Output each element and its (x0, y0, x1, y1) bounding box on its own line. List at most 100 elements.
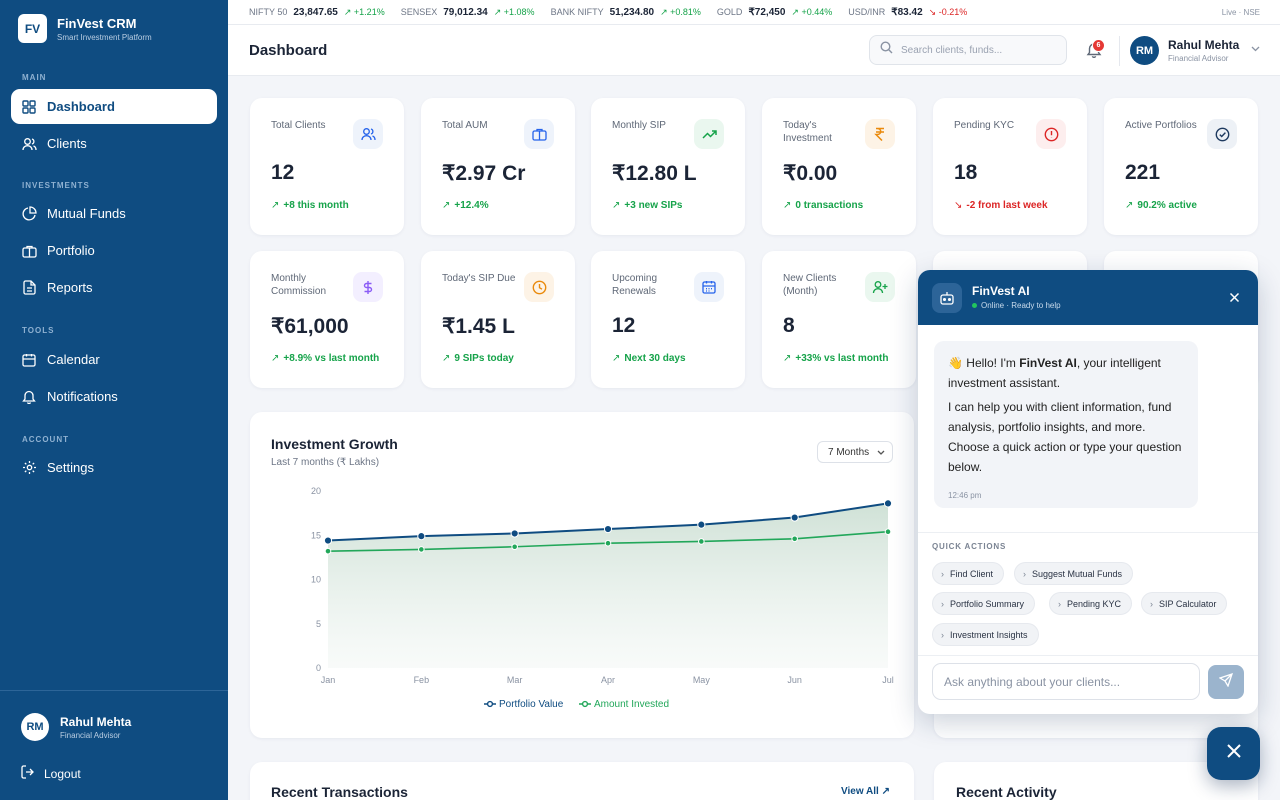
close-icon (1226, 743, 1242, 764)
online-dot-icon (972, 303, 977, 308)
logout-button[interactable]: Logout (21, 765, 81, 782)
stat-card[interactable]: Upcoming Renewals 12 ↗ Next 30 days (591, 251, 745, 388)
data-point (884, 528, 892, 536)
trending-up-icon (694, 119, 724, 149)
recent-activity-card: Recent Activity (934, 762, 1258, 800)
quick-action-suggest-mutual-funds[interactable]: › Suggest Mutual Funds (1014, 562, 1134, 585)
stat-label: Today's SIP Due (442, 273, 516, 284)
sidebar-item-label: Calendar (47, 352, 100, 367)
stat-card[interactable]: Pending KYC 18 ↘ -2 from last week (933, 98, 1087, 235)
robot-icon (932, 283, 962, 313)
x-tick-label: Jan (321, 675, 336, 685)
quick-action-portfolio-summary[interactable]: › Portfolio Summary (932, 592, 1036, 615)
ticker-value: 79,012.34 (443, 6, 488, 18)
data-point (324, 547, 332, 555)
ticker-change: ↗ +1.21% (343, 6, 385, 17)
stat-card[interactable]: New Clients (Month) 8 ↗ +33% vs last month (762, 251, 916, 388)
send-button[interactable] (1208, 665, 1244, 699)
stat-trend: ↗ +12.4% (442, 200, 489, 211)
page-title: Dashboard (249, 42, 328, 59)
ai-title: FinVest AI (972, 284, 1030, 298)
quick-action-sip-calculator[interactable]: › SIP Calculator (1141, 592, 1228, 615)
data-point (510, 529, 519, 538)
sidebar-user-name: Rahul Mehta (60, 714, 132, 729)
sidebar-user[interactable]: RM Rahul Mehta Financial Advisor (21, 713, 131, 741)
stat-card[interactable]: Total Clients 12 ↗ +8 this month (250, 98, 404, 235)
nav-section-investments: INVESTMENTS (22, 181, 90, 190)
stat-card[interactable]: Monthly Commission ₹61,000 ↗ +8.9% vs last … (250, 251, 404, 388)
stat-trend: ↗ +8 this month (271, 200, 349, 211)
users-icon (21, 136, 37, 152)
range-select[interactable]: 7 Months (817, 441, 893, 463)
data-point (511, 543, 518, 551)
sidebar-item-portfolio[interactable]: Portfolio (11, 233, 217, 268)
close-icon[interactable] (1229, 290, 1240, 308)
header-user-menu[interactable]: RM Rahul Mehta Financial Advisor (1130, 36, 1260, 65)
data-point (604, 539, 612, 547)
legend-label: Portfolio Value (499, 699, 564, 710)
legend-marker (486, 700, 494, 708)
data-point (697, 520, 706, 529)
recent-transactions-title: Recent Transactions (271, 784, 408, 800)
stat-label: Upcoming Renewals (612, 273, 658, 297)
stat-card[interactable]: Active Portfolios 221 ↗ 90.2% active (1104, 98, 1258, 235)
ticker-change: ↗ +0.44% (791, 6, 833, 17)
divider (918, 532, 1258, 533)
brand[interactable]: FV FinVest CRM Smart Investment Platform (18, 14, 152, 43)
ai-message-time: 12:46 pm (948, 491, 982, 500)
legend-marker (581, 700, 589, 708)
y-tick-label: 10 (311, 575, 321, 585)
sidebar-item-notifications[interactable]: Notifications (11, 379, 217, 414)
stat-card[interactable]: Today's Investment ₹0.00 ↗ 0 transactions (762, 98, 916, 235)
dollar-icon (353, 272, 383, 302)
grid-icon (21, 99, 37, 115)
search-input[interactable] (901, 44, 1051, 56)
clock-icon (524, 272, 554, 302)
header-user-name: Rahul Mehta (1168, 38, 1240, 52)
quick-action-find-client[interactable]: › Find Client (932, 562, 1005, 585)
chevron-right-icon: › (1150, 598, 1153, 609)
file-text-icon (21, 280, 37, 296)
stat-value: 12 (612, 314, 636, 337)
chevron-down-icon (877, 447, 885, 458)
briefcase-icon (21, 243, 37, 259)
stat-card[interactable]: Monthly SIP ₹12.80 L ↗ +3 new SIPs (591, 98, 745, 235)
chart-subtitle: Last 7 months (₹ Lakhs) (271, 457, 380, 468)
quick-action-pending-kyc[interactable]: › Pending KYC (1049, 592, 1133, 615)
stat-card[interactable]: Total AUM ₹2.97 Cr ↗ +12.4% (421, 98, 575, 235)
sidebar-item-settings[interactable]: Settings (11, 450, 217, 485)
nav-section-account: ACCOUNT (22, 435, 69, 444)
trend-down-icon: ↘ (928, 6, 937, 17)
nav-section-main: MAIN (22, 73, 47, 82)
view-all-link[interactable]: View All ↗ (841, 786, 890, 797)
ai-toggle-button[interactable] (1207, 727, 1260, 780)
sidebar-item-mutual-funds[interactable]: Mutual Funds (11, 196, 217, 231)
sidebar-item-label: Mutual Funds (47, 206, 126, 221)
stat-card[interactable]: Today's SIP Due ₹1.45 L ↗ 9 SIPs today (421, 251, 575, 388)
ticker-item: USD/INR ₹83.42 ↘ -0.21% (848, 7, 967, 18)
ticker-name: NIFTY 50 (249, 7, 288, 17)
logout-label: Logout (44, 766, 81, 781)
trend-down-icon: ↘ (954, 200, 963, 211)
user-plus-icon (865, 272, 895, 302)
ai-assistant-panel: FinVest AI Online · Ready to help 👋 Hell… (918, 270, 1258, 714)
ticker-change: ↘ -0.21% (928, 6, 968, 17)
alert-circle-icon (1036, 119, 1066, 149)
sidebar-item-calendar[interactable]: Calendar (11, 342, 217, 377)
ticker-change: ↗ +1.08% (493, 6, 535, 17)
y-tick-label: 0 (316, 663, 321, 673)
ai-chat-input[interactable] (932, 663, 1200, 700)
data-point (790, 513, 799, 522)
ticker-value: ₹72,450 (748, 6, 786, 18)
search-box[interactable] (869, 35, 1067, 65)
data-point (698, 538, 705, 545)
brand-tagline: Smart Investment Platform (57, 32, 152, 42)
sidebar-item-reports[interactable]: Reports (11, 270, 217, 305)
ticker-name: GOLD (716, 7, 743, 17)
x-tick-label: Jul (882, 675, 894, 685)
trend-up-icon: ↗ (493, 6, 502, 17)
sidebar-item-dashboard[interactable]: Dashboard (11, 89, 217, 124)
quick-action-investment-insights[interactable]: › Investment Insights (932, 623, 1039, 646)
sidebar-item-label: Notifications (47, 389, 118, 404)
sidebar-item-clients[interactable]: Clients (11, 126, 217, 161)
